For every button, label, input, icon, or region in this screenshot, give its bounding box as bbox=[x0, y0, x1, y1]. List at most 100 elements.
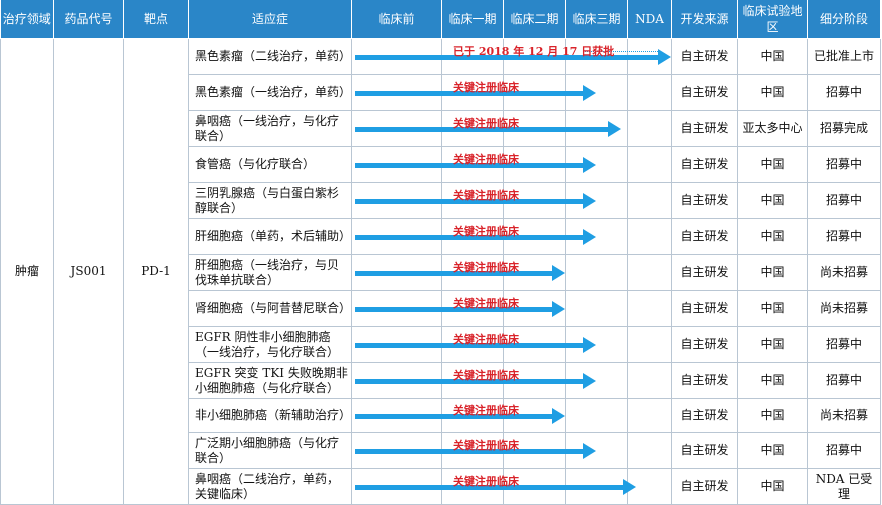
stage-cell bbox=[565, 74, 628, 111]
stage-cell bbox=[351, 110, 442, 147]
indication-cell: 食管癌（与化疗联合） bbox=[188, 146, 352, 183]
stage-cell bbox=[351, 182, 442, 219]
stage-cell bbox=[503, 38, 566, 75]
drug-code-cell: JS001 bbox=[53, 38, 124, 505]
indication-cell: 肾细胞癌（与阿昔替尼联合） bbox=[188, 290, 352, 327]
header-phase2: 临床二期 bbox=[503, 0, 566, 39]
header-preclinical: 临床前 bbox=[351, 0, 442, 39]
stage-cell bbox=[503, 182, 566, 219]
header-phase3: 临床三期 bbox=[565, 0, 628, 39]
table-row: 广泛期小细胞肺癌（与化疗联合） 自主研发 中国 招募中 bbox=[1, 432, 881, 469]
source-cell: 自主研发 bbox=[671, 74, 738, 111]
stage-cell bbox=[351, 38, 442, 75]
source-cell: 自主研发 bbox=[671, 110, 738, 147]
stage-cell bbox=[503, 362, 566, 399]
region-cell: 中国 bbox=[737, 468, 808, 505]
source-cell: 自主研发 bbox=[671, 326, 738, 363]
header-drug-code: 药品代号 bbox=[53, 0, 124, 39]
region-cell: 中国 bbox=[737, 326, 808, 363]
stage-cell bbox=[351, 432, 442, 469]
indication-cell: EGFR 突变 TKI 失败晚期非小细胞肺癌（与化疗联合） bbox=[188, 362, 352, 399]
stage-cell bbox=[441, 74, 504, 111]
stage-cell bbox=[565, 182, 628, 219]
stage-cell bbox=[627, 398, 672, 433]
indication-cell: 肝细胞癌（单药，术后辅助） bbox=[188, 218, 352, 255]
stage-cell bbox=[565, 468, 628, 505]
region-cell: 亚太多中心 bbox=[737, 110, 808, 147]
stage-cell bbox=[441, 146, 504, 183]
header-phase1: 临床一期 bbox=[441, 0, 504, 39]
stage-cell bbox=[503, 74, 566, 111]
source-cell: 自主研发 bbox=[671, 218, 738, 255]
stage-cell bbox=[441, 362, 504, 399]
phase-cell: 招募中 bbox=[807, 326, 881, 363]
stage-cell bbox=[503, 432, 566, 469]
phase-cell: 招募中 bbox=[807, 146, 881, 183]
stage-cell bbox=[565, 38, 628, 75]
stage-cell bbox=[565, 432, 628, 469]
stage-cell bbox=[351, 326, 442, 363]
stage-cell bbox=[565, 110, 628, 147]
stage-cell bbox=[565, 362, 628, 399]
indication-cell: 非小细胞肺癌（新辅助治疗） bbox=[188, 398, 352, 433]
source-cell: 自主研发 bbox=[671, 432, 738, 469]
stage-cell bbox=[441, 468, 504, 505]
stage-cell bbox=[565, 290, 628, 327]
stage-cell bbox=[351, 468, 442, 505]
source-cell: 自主研发 bbox=[671, 182, 738, 219]
stage-cell bbox=[627, 468, 672, 505]
stage-cell bbox=[503, 290, 566, 327]
header-indication: 适应症 bbox=[188, 0, 352, 39]
stage-cell bbox=[441, 38, 504, 75]
stage-cell bbox=[627, 146, 672, 183]
region-cell: 中国 bbox=[737, 290, 808, 327]
phase-cell: 已批准上市 bbox=[807, 38, 881, 75]
indication-cell: 广泛期小细胞肺癌（与化疗联合） bbox=[188, 432, 352, 469]
stage-cell bbox=[503, 146, 566, 183]
region-cell: 中国 bbox=[737, 38, 808, 75]
stage-cell bbox=[565, 326, 628, 363]
stage-cell bbox=[565, 398, 628, 433]
stage-cell bbox=[503, 254, 566, 291]
source-cell: 自主研发 bbox=[671, 290, 738, 327]
phase-cell: 招募中 bbox=[807, 362, 881, 399]
region-cell: 中国 bbox=[737, 398, 808, 433]
indication-cell: 鼻咽癌（二线治疗，单药，关键临床） bbox=[188, 468, 352, 505]
region-cell: 中国 bbox=[737, 362, 808, 399]
phase-cell: 招募中 bbox=[807, 74, 881, 111]
stage-cell bbox=[351, 74, 442, 111]
stage-cell bbox=[441, 432, 504, 469]
stage-cell bbox=[441, 398, 504, 433]
phase-cell: 招募中 bbox=[807, 432, 881, 469]
region-cell: 中国 bbox=[737, 254, 808, 291]
stage-cell bbox=[351, 398, 442, 433]
region-cell: 中国 bbox=[737, 182, 808, 219]
stage-cell bbox=[565, 218, 628, 255]
region-cell: 中国 bbox=[737, 432, 808, 469]
indication-cell: EGFR 阴性非小细胞肺癌（一线治疗，与化疗联合） bbox=[188, 326, 352, 363]
stage-cell bbox=[503, 218, 566, 255]
stage-cell bbox=[503, 326, 566, 363]
source-cell: 自主研发 bbox=[671, 362, 738, 399]
table-row: 食管癌（与化疗联合） 自主研发 中国 招募中 bbox=[1, 146, 881, 183]
stage-cell bbox=[627, 38, 672, 75]
source-cell: 自主研发 bbox=[671, 38, 738, 75]
source-cell: 自主研发 bbox=[671, 146, 738, 183]
stage-cell bbox=[503, 468, 566, 505]
phase-cell: 尚未招募 bbox=[807, 254, 881, 291]
phase-cell: 招募中 bbox=[807, 182, 881, 219]
stage-cell bbox=[627, 218, 672, 255]
header-target: 靶点 bbox=[123, 0, 189, 39]
stage-cell bbox=[351, 146, 442, 183]
indication-cell: 肝细胞癌（一线治疗，与贝伐珠单抗联合） bbox=[188, 254, 352, 291]
indication-cell: 三阴乳腺癌（与白蛋白紫杉醇联合） bbox=[188, 182, 352, 219]
header-region: 临床试验地区 bbox=[737, 0, 808, 39]
area-cell: 肿瘤 bbox=[0, 38, 54, 505]
header-source: 开发来源 bbox=[671, 0, 738, 39]
header-row: 治疗领域 药品代号 靶点 适应症 临床前 临床一期 临床二期 临床三期 NDA … bbox=[0, 0, 881, 39]
stage-cell bbox=[627, 110, 672, 147]
header-area: 治疗领域 bbox=[0, 0, 54, 39]
indication-cell: 黑色素瘤（一线治疗，单药） bbox=[188, 74, 352, 111]
